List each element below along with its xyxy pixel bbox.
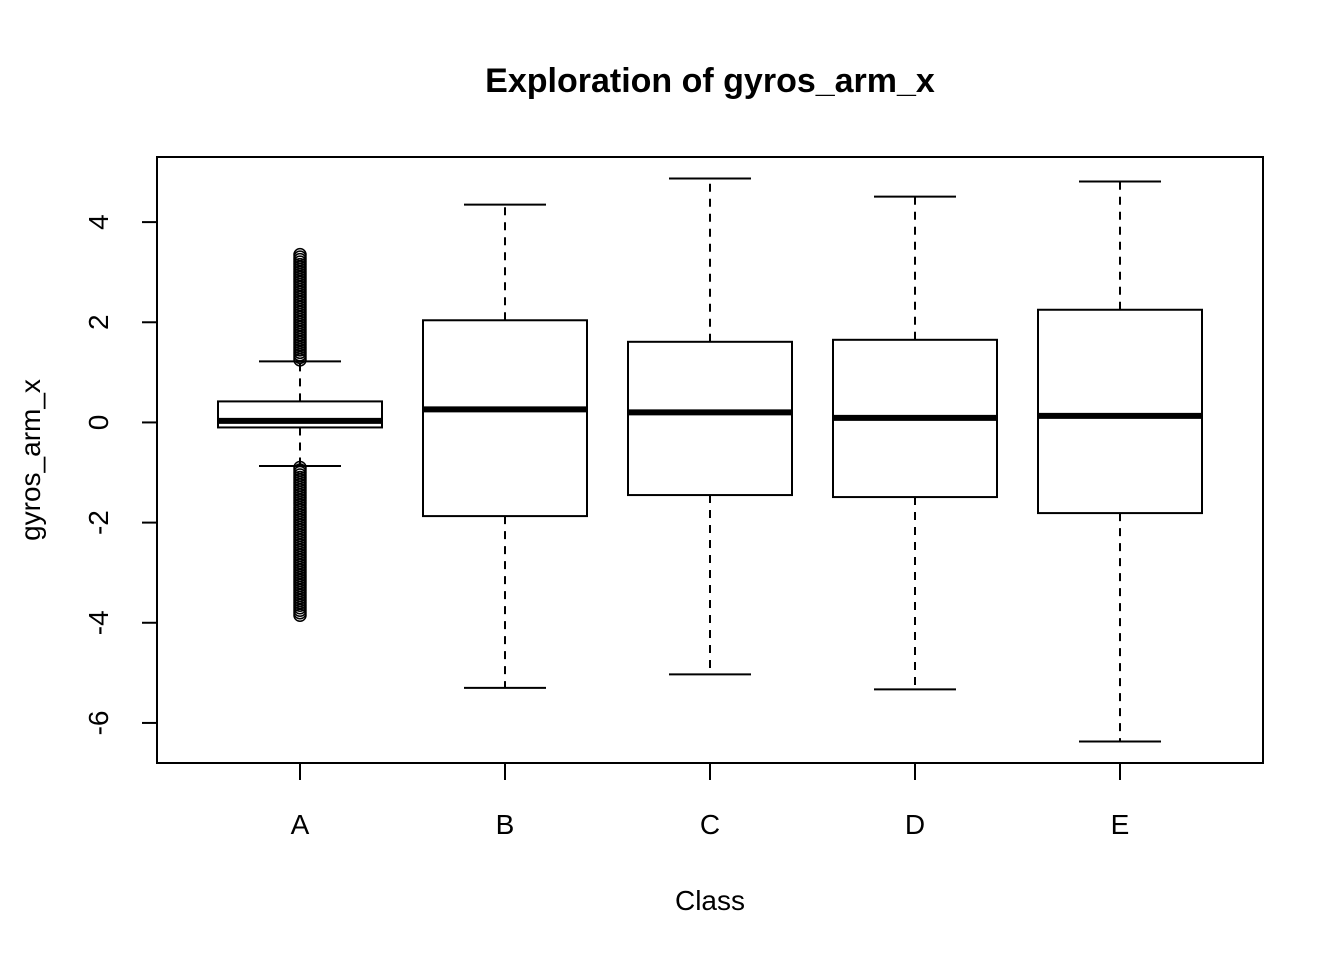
outlier-point-high	[293, 247, 307, 262]
y-axis-label: gyros_arm_x	[15, 379, 46, 541]
y-tick-label: -2	[83, 510, 114, 535]
box-E	[1037, 180, 1203, 743]
iqr-box	[1037, 308, 1203, 515]
y-axis: -6 -4 -2 0 2 4	[83, 214, 158, 735]
box-D	[832, 195, 998, 691]
y-tick-label: 4	[83, 214, 114, 230]
x-tick-label: E	[1111, 809, 1130, 840]
x-tick-label: A	[291, 809, 310, 840]
y-tick-label: -6	[83, 710, 114, 735]
x-axis-label: Class	[675, 885, 745, 916]
boxes-layer	[217, 177, 1203, 743]
x-tick-label: D	[905, 809, 925, 840]
x-tick-label: C	[700, 809, 720, 840]
outlier-point-low	[293, 460, 307, 475]
chart-title: Exploration of gyros_arm_x	[485, 62, 935, 100]
x-axis: A B C D E	[291, 762, 1130, 840]
y-tick-label: 2	[83, 314, 114, 330]
box-A	[217, 247, 383, 623]
box-B	[422, 203, 588, 689]
x-tick-label: B	[496, 809, 515, 840]
box-C	[627, 177, 793, 676]
y-tick-label: 0	[83, 415, 114, 431]
iqr-box	[422, 319, 588, 518]
y-tick-label: -4	[83, 610, 114, 635]
iqr-box	[627, 340, 793, 497]
